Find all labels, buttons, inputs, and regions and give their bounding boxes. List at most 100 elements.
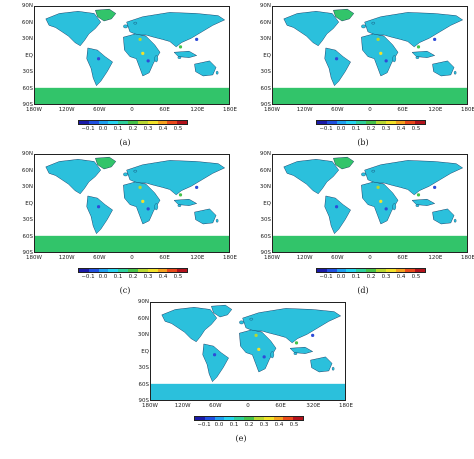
- lon-tick-label: 180E: [339, 403, 353, 409]
- colorbar-segment: [88, 121, 99, 124]
- lon-tick-label: 60W: [93, 255, 106, 261]
- lon-tick-label: 60W: [331, 107, 344, 113]
- value-patch-1: [379, 199, 383, 203]
- colorbar-segment: [108, 121, 119, 124]
- lat-tick-label: 90N: [137, 299, 149, 305]
- island-4: [177, 56, 182, 59]
- colorbar-tick-label: 0.1: [351, 274, 361, 280]
- antarctica: [35, 235, 229, 252]
- colorbar-tick-label: 0.5: [289, 422, 299, 428]
- value-patch-4: [433, 185, 437, 189]
- colorbar-segment: [79, 121, 89, 124]
- lon-tick-label: 180E: [223, 107, 237, 113]
- lon-tick-label: 320E: [306, 403, 321, 409]
- continent-3: [242, 308, 342, 344]
- lat-tick-label: 30N: [21, 36, 33, 42]
- lat-tick-label: 30N: [259, 184, 271, 190]
- lon-tick-label: 60E: [275, 403, 286, 409]
- lon-tick-label: 120E: [428, 107, 443, 113]
- colorbar-segment: [415, 121, 425, 124]
- colorbar-segment: [366, 121, 376, 124]
- island-2: [133, 169, 138, 173]
- lon-tick-label: 60E: [159, 255, 170, 261]
- colorbar-segment: [375, 269, 386, 272]
- colorbar-tick-label: −0.1: [197, 422, 211, 428]
- value-patch-1: [141, 199, 145, 203]
- island-0: [392, 55, 397, 63]
- lon-tick-label: 0: [246, 403, 250, 409]
- colorbar-segment: [326, 121, 337, 124]
- colorbar-segment: [79, 269, 89, 272]
- value-patch-0: [212, 353, 217, 357]
- colorbar-segment: [177, 269, 187, 272]
- colorbar-segment: [128, 121, 138, 124]
- lat-tick-label: EQ: [25, 200, 33, 207]
- lon-tick-label: 180W: [142, 403, 158, 409]
- colorbar-segment: [167, 269, 178, 272]
- colorbar-tick-label: 0.3: [259, 422, 269, 428]
- continent-6: [411, 50, 436, 58]
- colorbar-tick-label: 0.1: [351, 126, 361, 132]
- colorbar-segment: [395, 269, 406, 272]
- value-patch-1: [257, 347, 261, 351]
- lat-tick-label: 90S: [260, 102, 272, 108]
- value-patch-5: [254, 333, 258, 337]
- value-patch-2: [146, 59, 150, 63]
- value-patch-3: [416, 45, 421, 49]
- colorbar-tick-label: 0.0: [214, 422, 224, 428]
- continent-0: [283, 11, 340, 47]
- island-1: [239, 320, 244, 325]
- colorbar-tick-label: 0.5: [173, 274, 183, 280]
- continent-1: [95, 156, 117, 170]
- lat-tick-label: EQ: [263, 52, 271, 59]
- colorbar-segment: [385, 121, 396, 124]
- lon-tick-label: 180W: [264, 107, 280, 113]
- value-patch-3: [416, 193, 421, 197]
- lon-tick-label: 120E: [428, 255, 443, 261]
- colorbar-segment: [128, 269, 138, 272]
- continent-3: [126, 160, 226, 196]
- colorbar-tick-label: −0.1: [81, 126, 95, 132]
- colorbar-tick-label: 0.0: [98, 126, 108, 132]
- lon-tick-label: 120E: [190, 107, 205, 113]
- island-4: [415, 56, 420, 59]
- colorbar-segment: [405, 269, 416, 272]
- colorbar-segment: [98, 269, 109, 272]
- island-0: [154, 55, 159, 63]
- lat-tick-label: 60S: [260, 233, 272, 240]
- value-patch-3: [178, 193, 183, 197]
- island-1: [361, 24, 366, 29]
- island-4: [293, 352, 298, 355]
- continent-5: [194, 208, 217, 225]
- colorbar-segment: [415, 269, 425, 272]
- value-patch-0: [334, 205, 339, 209]
- lat-tick-label: 30N: [137, 332, 149, 338]
- continent-2: [324, 47, 351, 87]
- value-patch-3: [178, 45, 183, 49]
- island-3: [453, 70, 457, 75]
- continent-1: [333, 156, 355, 170]
- lat-tick-label: 60N: [21, 167, 33, 174]
- colorbar-segment: [375, 121, 386, 124]
- lat-tick-label: 90S: [138, 398, 150, 404]
- colorbar-tick-label: 0.4: [396, 274, 406, 280]
- lat-tick-label: 30S: [260, 217, 272, 223]
- value-patch-2: [262, 355, 266, 359]
- colorbar: [316, 268, 426, 273]
- island-0: [392, 203, 397, 211]
- panel-label: (e): [235, 434, 247, 443]
- lon-tick-label: 0: [130, 255, 134, 261]
- continent-0: [45, 159, 102, 195]
- colorbar-tick-label: 0.3: [143, 126, 153, 132]
- lat-tick-label: 30S: [22, 217, 34, 223]
- colorbar-segment: [137, 121, 148, 124]
- lon-tick-label: 0: [130, 107, 134, 113]
- value-patch-5: [376, 37, 380, 41]
- colorbar: [78, 120, 188, 125]
- value-patch-2: [146, 207, 150, 211]
- island-3: [215, 70, 219, 75]
- colorbar-segment: [317, 269, 327, 272]
- colorbar-tick-label: −0.1: [81, 274, 95, 280]
- lat-tick-label: 60S: [260, 85, 272, 92]
- map-frame: [34, 154, 230, 253]
